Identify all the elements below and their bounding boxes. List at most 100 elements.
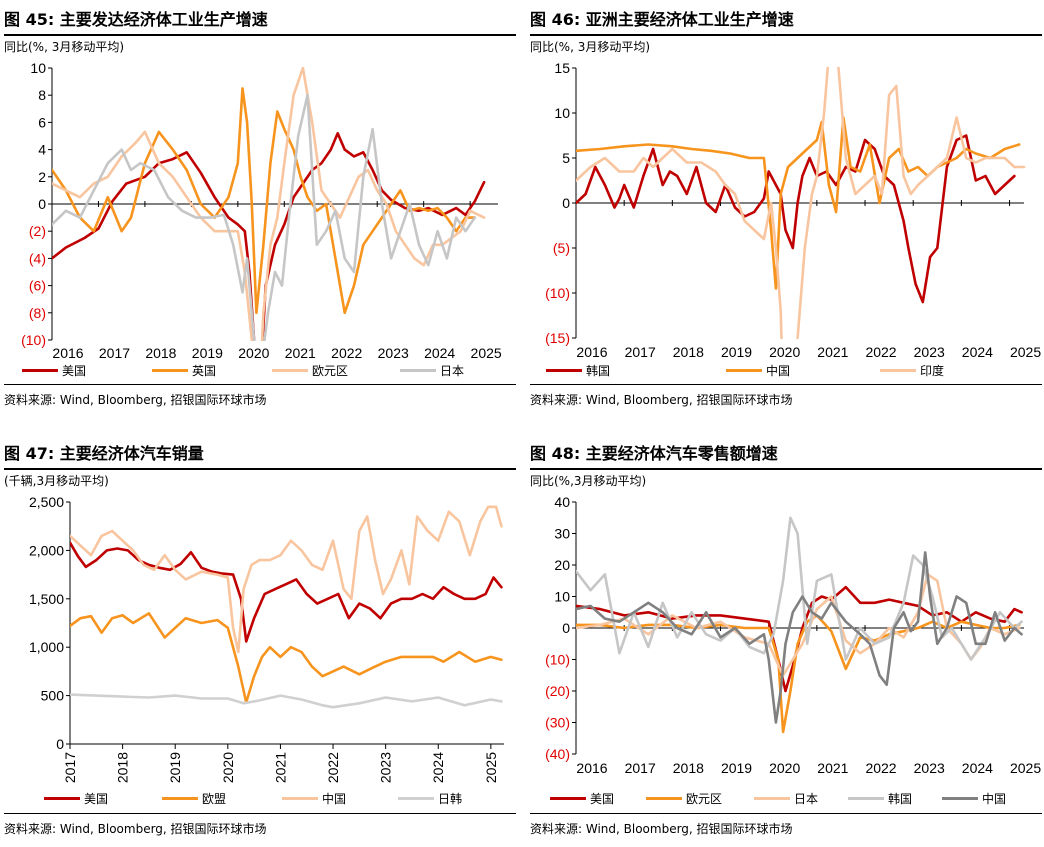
legend-item: 日本 [400,359,464,381]
legend: 韩国 中国 印度 [530,359,1042,381]
x-tick-label: 2024 [430,752,446,783]
y-tick-label: (6) [29,278,46,294]
legend-label: 印度 [920,363,945,378]
y-tick-label: (40) [545,746,570,762]
chart-48: 40 30 20 10 0 (10) (20) (30) (40) 2016 2017 2018 201… [545,494,1041,776]
y-axis-label: 同比(%, 3月移动平均) [530,40,651,54]
x-tick-label: 2024 [962,760,993,776]
legend-item: 韩国 [546,359,610,381]
series-line-日韩 [70,693,503,709]
panel-47: 图 47: 主要经济体汽车销量 (千辆,3月移动平均) 2,500 2,000 1,… [4,438,516,843]
x-tick-label: 2025 [483,752,499,783]
x-tick-label: 2016 [576,760,607,776]
source-note: 资料来源: Wind, Bloomberg, 招银国际环球市场 [530,813,1042,837]
y-tick-label: 40 [554,494,570,510]
legend-label: 日本 [440,363,465,378]
x-tick-label: 2021 [817,344,848,360]
legend-swatch [282,796,318,800]
legend-item: 中国 [282,787,346,809]
chart-title: 图 46: 亚洲主要经济体工业生产增速 [530,4,1042,36]
x-tick-label: 2021 [272,752,288,783]
series-line-美国 [576,585,1023,693]
legend-item: 美国 [22,359,86,381]
series-group [576,516,1023,734]
y-tick-label: (2) [29,223,46,239]
x-tick-label: 2023 [914,344,945,360]
series-group [576,67,1026,339]
series-line-中国 [70,505,503,654]
x-tick-label: 2018 [145,345,176,361]
y-tick-label: (10) [545,285,570,301]
y-tick-label: 30 [554,526,570,542]
x-tick-label: 2021 [285,345,316,361]
y-tick-label: 15 [554,60,570,76]
y-tick-label: 2 [38,169,46,185]
panel-46: 图 46: 亚洲主要经济体工业生产增速 同比(%, 3月移动平均) 15 10 5 0… [530,4,1042,408]
x-tick-label: 2017 [625,760,656,776]
legend-label: 韩国 [888,791,913,806]
x-tick-label: 2019 [721,344,752,360]
y-tick-label: 2,000 [29,542,64,558]
series-line-中国 [576,551,1023,724]
legend-item: 日本 [754,787,818,809]
legend-item: 欧盟 [162,787,226,809]
x-tick-label: 2018 [115,752,131,783]
legend-swatch [400,368,436,372]
y-tick-label: (10) [21,332,46,348]
x-tick-label: 2022 [865,760,896,776]
x-tick-label: 2024 [962,344,993,360]
y-tick-label: 0 [562,620,570,636]
series-line-美国 [70,541,503,643]
x-tick-label: 2020 [220,752,236,783]
y-tick-label: 8 [38,87,46,103]
y-tick-label: 4 [38,142,46,158]
legend: 美国 欧元区 日本 韩国 中国 [530,787,1042,809]
legend-swatch [546,368,582,372]
legend-swatch [880,368,916,372]
x-tick-label: 2023 [914,760,945,776]
legend-swatch [22,368,58,372]
legend-label: 韩国 [586,363,611,378]
y-tick-label: 2,500 [29,494,64,510]
legend-swatch [726,368,762,372]
panel-45: 图 45: 主要发达经济体工业生产增速 同比(%, 3月移动平均) 10 8 6 4 2… [4,4,516,408]
x-tick-label: 2022 [865,344,896,360]
source-note: 资料来源: Wind, Bloomberg, 招银国际环球市场 [4,813,516,837]
x-tick-label: 2019 [192,345,223,361]
y-axis-label: 同比(%, 3月移动平均) [4,40,125,54]
legend-item: 欧元区 [646,787,722,809]
x-tick-label: 2023 [378,345,409,361]
x-tick-label: 2020 [769,344,800,360]
chart-45: 10 8 6 4 2 0 (2) (4) (6) (8) (10) 2016 2017 2018 2019 2… [21,60,502,361]
y-axis-label: 同比(%,3月移动平均) [530,474,647,488]
y-tick-label: (15) [545,330,570,346]
y-tick-label: 0 [56,736,64,752]
legend-label: 中国 [322,791,347,806]
series-line-印度 [576,67,1026,339]
y-tick-label: 0 [38,196,46,212]
y-tick-label: 1,500 [29,591,64,607]
legend-swatch [646,796,682,800]
series-line-日本 [52,93,477,341]
y-tick-label: 10 [554,589,570,605]
legend-swatch [44,796,80,800]
series-line-韩国 [576,516,1023,661]
y-tick-label: 5 [562,150,570,166]
legend-label: 欧元区 [686,791,723,806]
legend-item: 欧元区 [272,359,348,381]
series-group [52,67,486,341]
series-line-中国 [576,116,1021,290]
y-tick-label: (30) [545,715,570,731]
source-note: 资料来源: Wind, Bloomberg, 招银国际环球市场 [530,384,1042,408]
legend-swatch [848,796,884,800]
legend-item: 中国 [942,787,1006,809]
y-tick-label: 1,000 [29,639,64,655]
x-tick-label: 2020 [238,345,269,361]
y-tick-label: 0 [562,195,570,211]
x-tick-label: 2022 [331,345,362,361]
legend-swatch [152,368,188,372]
legend-label: 欧盟 [202,791,227,806]
legend-item: 美国 [550,787,614,809]
y-axis-label: (千辆,3月移动平均) [4,474,109,488]
legend-label: 中国 [766,363,791,378]
